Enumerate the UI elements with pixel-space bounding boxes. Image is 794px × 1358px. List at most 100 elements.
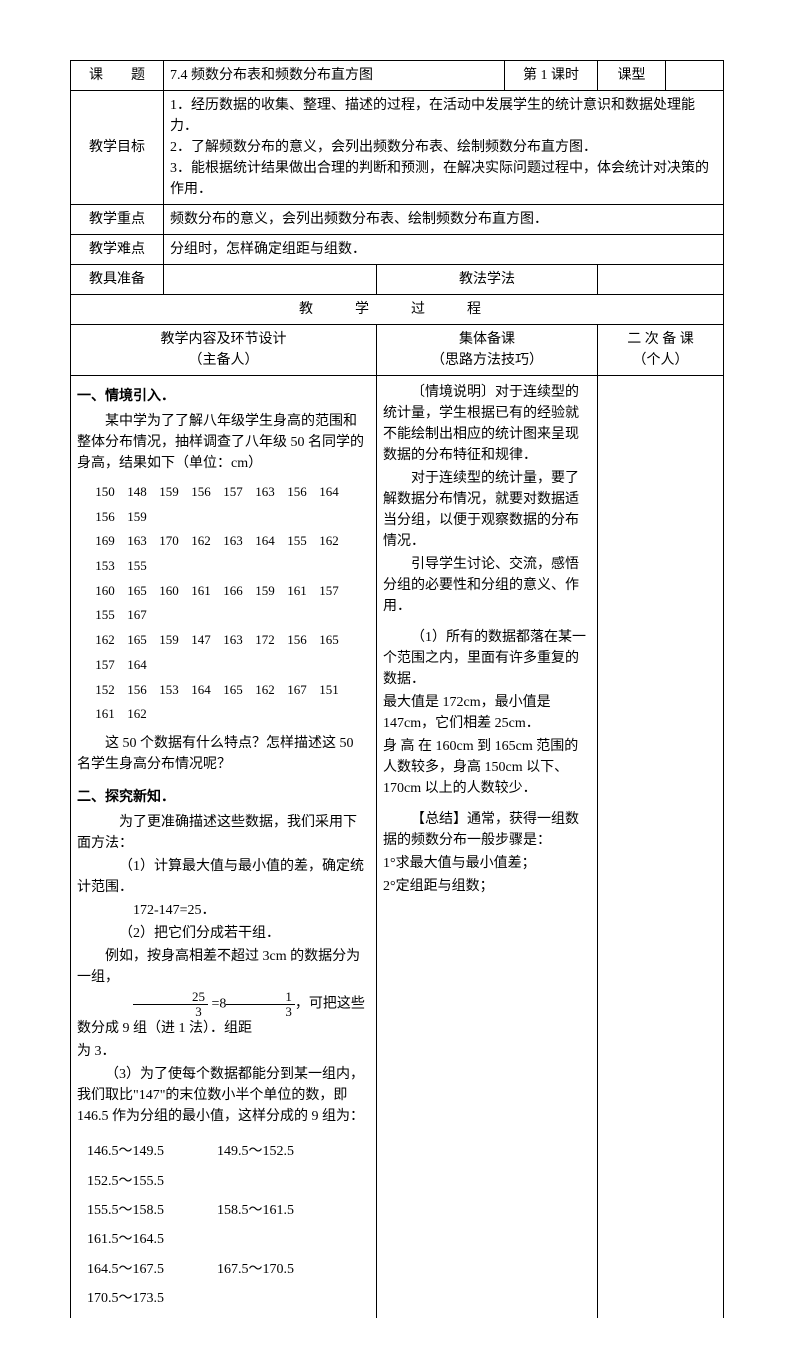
mid-p9: 2°定组距与组数；: [383, 876, 591, 897]
data-value: 155: [121, 554, 153, 579]
data-value: 157: [217, 480, 249, 505]
s2-p4: 例如，按身高相差不超过 3cm 的数据分为一组，: [77, 946, 370, 988]
data-value: 151: [313, 678, 345, 703]
col2-header: 集体备课 （思路方法技巧）: [377, 325, 598, 376]
prep-label: 教具准备: [71, 265, 164, 295]
col1-header: 教学内容及环节设计 （主备人）: [71, 325, 377, 376]
range-value: 155.5～158.5: [87, 1196, 217, 1225]
data-value: 150: [89, 480, 121, 505]
method-label: 教法学法: [377, 265, 598, 295]
method-text: [598, 265, 724, 295]
data-value: 160: [89, 579, 121, 604]
data-value: 156: [281, 628, 313, 653]
s2-p1: 为了更准确描述这些数据，我们采用下面方法：: [77, 812, 370, 854]
ranges-block: 146.5～149.5149.5～152.5152.5～155.5155.5～1…: [87, 1137, 370, 1313]
s2-p2: （1）计算最大值与最小值的差，确定统计范围．: [77, 856, 370, 898]
range-value: 164.5～167.5: [87, 1255, 217, 1284]
left-content: 一、情境引入． 某中学为了了解八年级学生身高的范围和整体分布情况，抽样调查了八年…: [71, 376, 377, 1318]
data-value: 161: [89, 702, 121, 727]
difficulty-label: 教学难点: [71, 235, 164, 265]
prep-row: 教具准备 教法学法: [71, 265, 724, 295]
mid-p8: 1°求最大值与最小值差；: [383, 853, 591, 874]
s2-p3: （2）把它们分成若干组．: [77, 923, 370, 944]
type-label: 课型: [598, 61, 666, 91]
mid-p4: （1）所有的数据都落在某一个范围之内，里面有许多重复的数据．: [383, 627, 591, 690]
s1-title: 一、情境引入．: [77, 386, 370, 407]
data-value: 156: [89, 505, 121, 530]
difficulty-row: 教学难点 分组时，怎样确定组距与组数．: [71, 235, 724, 265]
eq: =8: [212, 996, 227, 1011]
data-value: 156: [185, 480, 217, 505]
col3-l2: （个人）: [633, 353, 689, 368]
col2-l2: （思路方法技巧）: [431, 353, 543, 368]
data-value: 157: [313, 579, 345, 604]
data-value: 159: [153, 480, 185, 505]
s2-frac-line: 253 =813，可把这些数分成 9 组（进 1 法）．组距: [77, 990, 370, 1039]
range-value: 146.5～149.5: [87, 1137, 217, 1166]
data-value: 159: [249, 579, 281, 604]
data-value: 155: [89, 603, 121, 628]
data-value: 165: [217, 678, 249, 703]
mid-p5: 最大值是 172cm，最小值是 147cm，它们相差 25cm．: [383, 692, 591, 734]
document-page: 课 题 7.4 频数分布表和频数分布直方图 第 1 课时 课型 教学目标 1．经…: [0, 0, 794, 1358]
right-content: [598, 376, 724, 1318]
data-value: 155: [281, 529, 313, 554]
data-value: 161: [281, 579, 313, 604]
lesson-plan-table: 课 题 7.4 频数分布表和频数分布直方图 第 1 课时 课型 教学目标 1．经…: [70, 60, 724, 1318]
data-value: 159: [153, 628, 185, 653]
s2-title: 二、探究新知．: [77, 787, 370, 808]
col2-l1: 集体备课: [459, 332, 515, 347]
col1-l2: （主备人）: [189, 353, 259, 368]
keypoint-row: 教学重点 频数分布的意义，会列出频数分布表、绘制频数分布直方图．: [71, 205, 724, 235]
range-value: 170.5～173.5: [87, 1284, 217, 1313]
objective-row: 教学目标 1．经历数据的收集、整理、描述的过程，在活动中发展学生的统计意识和数据…: [71, 91, 724, 205]
prep-text: [164, 265, 377, 295]
range-value: 149.5～152.5: [217, 1137, 347, 1166]
range-value: 161.5～164.5: [87, 1225, 217, 1254]
data-value: 162: [185, 529, 217, 554]
column-headers-row: 教学内容及环节设计 （主备人） 集体备课 （思路方法技巧） 二 次 备 课 （个…: [71, 325, 724, 376]
col3-header: 二 次 备 课 （个人）: [598, 325, 724, 376]
data-value: 153: [89, 554, 121, 579]
col1-l1: 教学内容及环节设计: [161, 332, 287, 347]
height-data-grid: 1501481591561571631561641561591691631701…: [89, 480, 370, 727]
data-value: 162: [89, 628, 121, 653]
frac-right: 13: [226, 990, 295, 1018]
objective-text: 1．经历数据的收集、整理、描述的过程，在活动中发展学生的统计意识和数据处理能力．…: [164, 91, 724, 205]
s2-p2b: 172-147=25．: [77, 900, 370, 921]
data-value: 159: [121, 505, 153, 530]
data-value: 165: [121, 628, 153, 653]
data-value: 164: [121, 653, 153, 678]
data-value: 156: [281, 480, 313, 505]
data-value: 172: [249, 628, 281, 653]
mid-p6: 身 高 在 160cm 到 165cm 范围的人数较多，身高 150cm 以下、…: [383, 736, 591, 799]
data-value: 166: [217, 579, 249, 604]
data-value: 147: [185, 628, 217, 653]
type-value: [666, 61, 724, 91]
data-value: 162: [249, 678, 281, 703]
data-value: 156: [121, 678, 153, 703]
range-value: 167.5～170.5: [217, 1255, 347, 1284]
s2-p6: （3）为了使每个数据都能分到某一组内，我们取比"147"的末位数小半个单位的数，…: [77, 1064, 370, 1127]
period: 第 1 课时: [505, 61, 598, 91]
keypoint-text: 频数分布的意义，会列出频数分布表、绘制频数分布直方图．: [164, 205, 724, 235]
mid-p7: 【总结】通常，获得一组数据的频数分布一般步骤是：: [383, 809, 591, 851]
objective-label: 教学目标: [71, 91, 164, 205]
range-value: 152.5～155.5: [87, 1167, 217, 1196]
data-value: 169: [89, 529, 121, 554]
data-value: 157: [89, 653, 121, 678]
process-title: 教 学 过 程: [71, 295, 724, 325]
data-value: 163: [121, 529, 153, 554]
range-value: 158.5～161.5: [217, 1196, 347, 1225]
data-value: 162: [313, 529, 345, 554]
keypoint-label: 教学重点: [71, 205, 164, 235]
data-value: 167: [121, 603, 153, 628]
data-value: 163: [217, 529, 249, 554]
data-value: 160: [153, 579, 185, 604]
mid-content: 〔情境说明〕对于连续型的统计量，学生根据已有的经验就不能绘制出相应的统计图来呈现…: [377, 376, 598, 1318]
mid-p3: 引导学生讨论、交流，感悟分组的必要性和分组的意义、作用．: [383, 554, 591, 617]
data-value: 162: [121, 702, 153, 727]
process-title-row: 教 学 过 程: [71, 295, 724, 325]
lesson-title: 7.4 频数分布表和频数分布直方图: [164, 61, 505, 91]
data-value: 153: [153, 678, 185, 703]
